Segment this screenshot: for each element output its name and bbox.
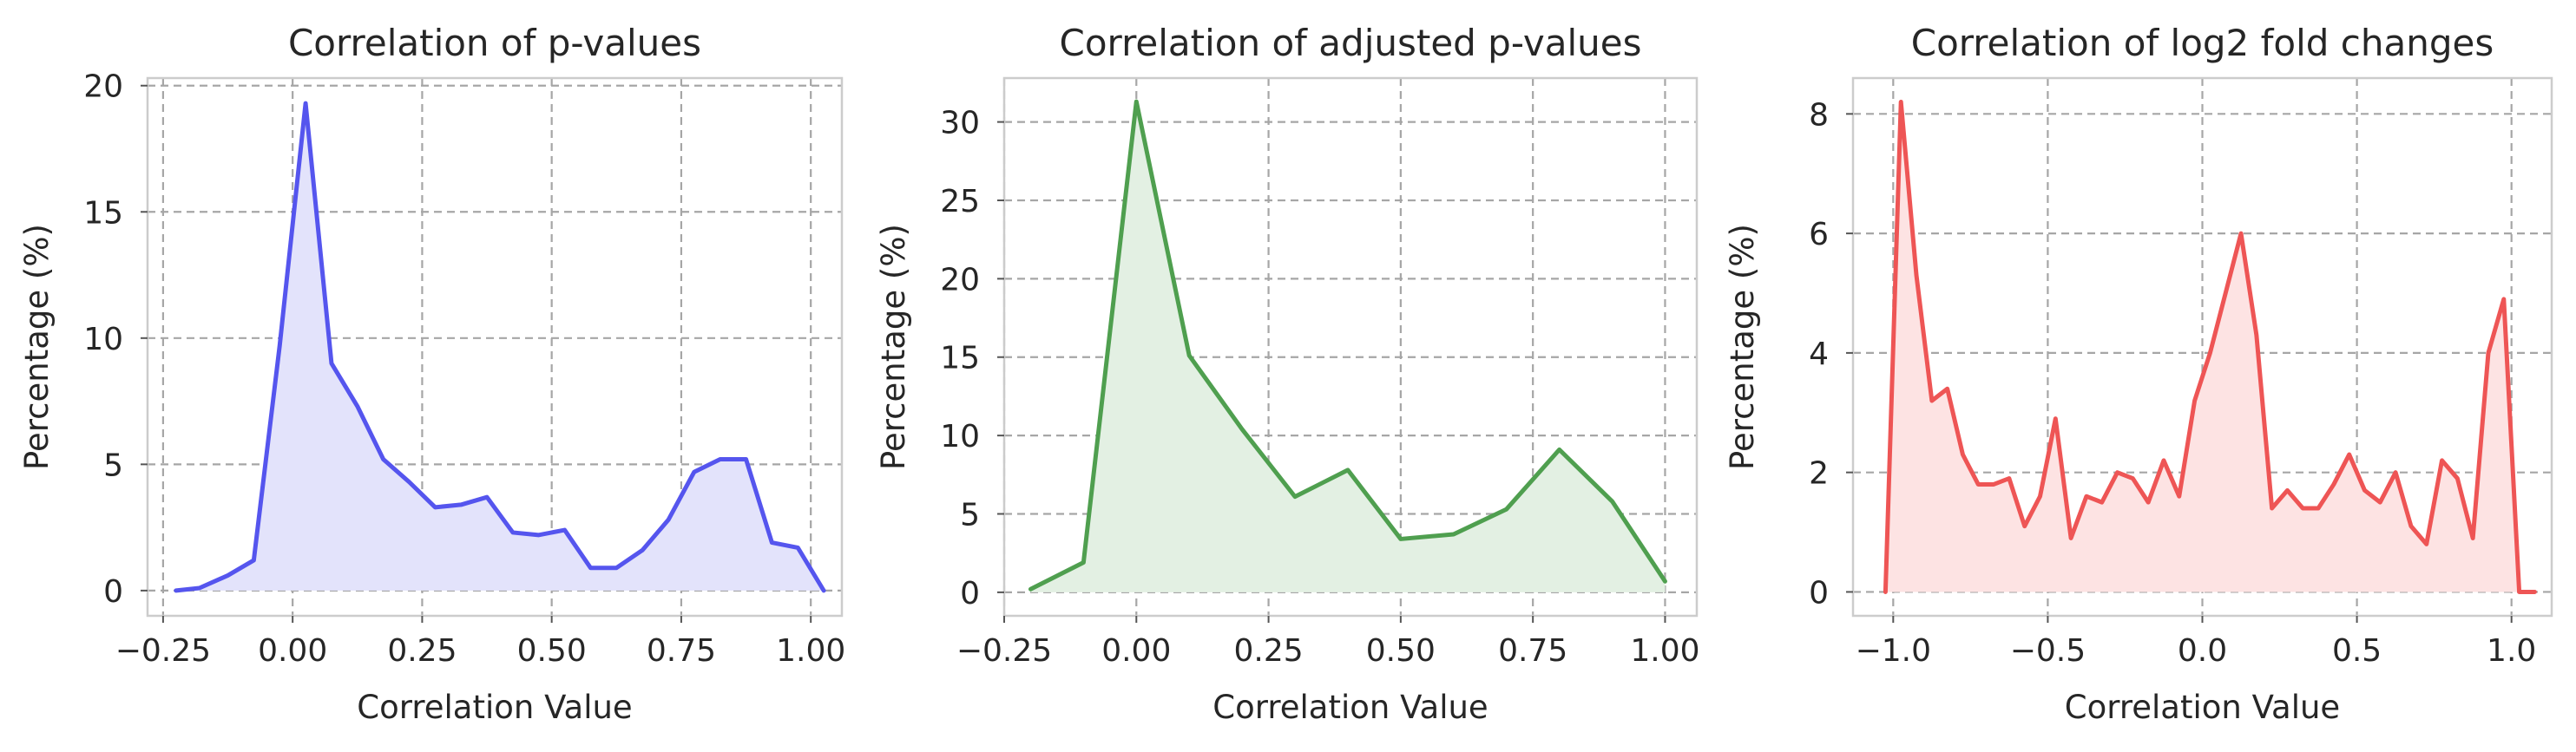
x-tick-label: 0.25 [387,633,457,669]
chart-title: Correlation of adjusted p-values [1060,22,1642,64]
y-tick-label: 5 [960,498,980,533]
y-tick-label: 5 [103,448,123,483]
x-axis-label: Correlation Value [1212,689,1488,726]
y-axis-label: Percentage (%) [875,224,912,470]
x-tick-label: 0.00 [1101,633,1171,669]
x-tick-label: 1.0 [2487,633,2536,669]
x-tick-label: 1.00 [776,633,845,669]
y-tick-label: 8 [1809,97,1829,133]
y-tick-label: 2 [1809,456,1829,492]
x-axis-label: Correlation Value [357,689,632,726]
y-tick-label: 15 [940,341,980,376]
chart-panel-3: −1.0 −0.5 0.0 0.5 1.0 0 2 4 6 8 Correlation of log… [1724,22,2553,726]
y-tick-label: 25 [940,184,980,219]
x-tick-label: 0.50 [1366,633,1436,669]
x-tick-label: −0.25 [115,633,211,669]
x-tick-label: 0.0 [2178,633,2227,669]
x-tick-label: −0.25 [956,633,1052,669]
y-axis-label: Percentage (%) [18,224,56,470]
y-tick-label: 20 [83,69,123,105]
x-tick-label: 1.00 [1630,633,1699,669]
x-axis-label: Correlation Value [2065,689,2340,726]
x-tick-label: −1.0 [1856,633,1931,669]
plot-frame [146,76,844,618]
y-tick-label: 4 [1809,337,1829,372]
x-tick-label: 0.00 [258,633,327,669]
series-line [174,101,826,593]
x-tick-label: 0.75 [1498,633,1567,669]
plot-frame [1002,76,1699,618]
y-tick-label: 0 [103,574,123,610]
chart-panel-1: −0.25 0.00 0.25 0.50 0.75 1.00 0 5 10 15 20 Correla… [18,22,845,726]
y-tick-label: 10 [83,322,123,357]
y-tick-label: 6 [1809,217,1829,252]
x-tick-label: −0.5 [2010,633,2086,669]
series-area [1885,101,2535,592]
y-tick-label: 0 [960,576,980,611]
y-tick-label: 20 [940,262,980,298]
y-tick-label: 30 [940,106,980,141]
x-tick-label: 0.50 [517,633,587,669]
x-tick-label: 0.5 [2332,633,2382,669]
series-line [1883,100,2537,594]
series-area [1030,101,1666,592]
chart-title: Correlation of log2 fold changes [1911,22,2494,64]
y-tick-label: 0 [1809,575,1829,611]
y-tick-label: 15 [83,195,123,231]
chart-panel-2: −0.25 0.00 0.25 0.50 0.75 1.00 0 5 10 15 20 25 30 Cor… [875,22,1700,726]
y-tick-label: 10 [940,419,980,454]
chart-title: Correlation of p-values [288,22,701,64]
x-tick-label: 0.75 [647,633,716,669]
x-tick-label: 0.25 [1234,633,1304,669]
series-line [1028,99,1667,592]
series-area [175,103,825,591]
y-axis-label: Percentage (%) [1724,224,1761,470]
